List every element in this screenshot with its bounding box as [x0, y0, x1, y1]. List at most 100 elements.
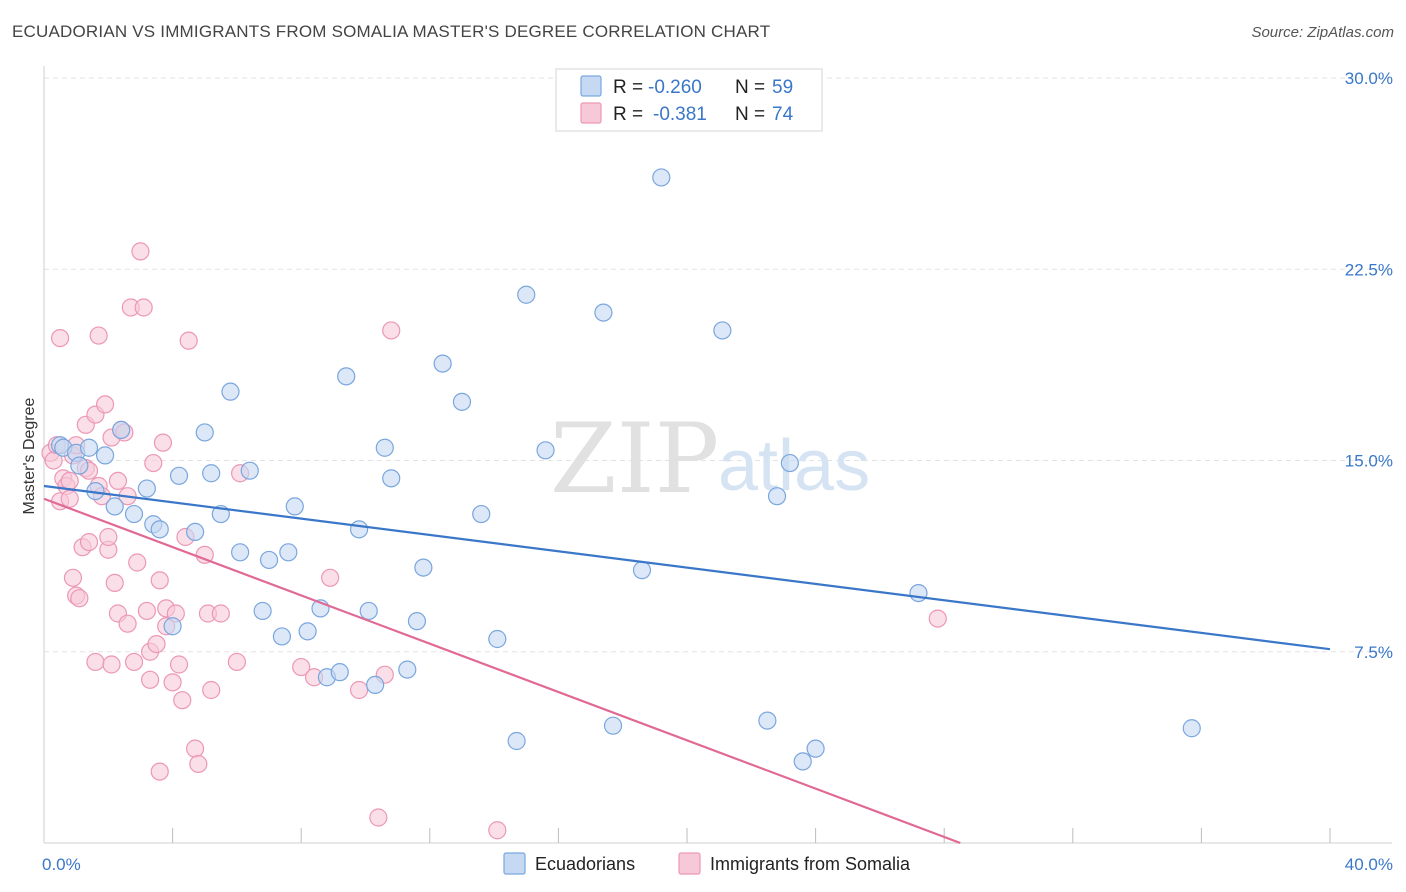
ecuadorian-point — [221, 382, 240, 401]
somalia-trend-line — [43, 497, 961, 845]
somalia-point — [108, 471, 128, 490]
ecuadorian-point — [603, 716, 623, 735]
somalia-point — [89, 326, 108, 345]
legend-r-value-1: -0.260 — [648, 77, 702, 98]
ecuadorian-point — [366, 675, 385, 695]
ecuadorian-point — [758, 711, 777, 730]
somalia-point — [321, 568, 340, 587]
ecuadorian-point — [375, 438, 394, 457]
ecuadorian-point — [780, 453, 799, 473]
somalia-point — [137, 601, 156, 621]
ecuadorian-point — [253, 601, 272, 621]
somalia-point — [128, 553, 147, 572]
bottom-legend: Ecuadorians Immigrants from Somalia — [503, 852, 911, 875]
x-tick-label-max: 40.0% — [1345, 855, 1393, 874]
somalia-point — [189, 754, 208, 774]
legend-r-value-2: -0.381 — [653, 104, 707, 125]
points-layer — [41, 168, 1201, 840]
bottom-legend-swatch-somalia — [678, 852, 701, 875]
y-tick-label: 7.5% — [1354, 643, 1393, 662]
somalia-point — [86, 652, 105, 672]
bottom-legend-swatch-ecuadorians — [503, 852, 526, 875]
somalia-point — [227, 652, 246, 672]
ecuadorian-point — [359, 601, 378, 621]
ecuadorian-point — [169, 466, 189, 485]
ecuadorian-point — [536, 441, 555, 460]
somalia-point — [131, 242, 150, 261]
legend-r-label-1: R = — [613, 77, 643, 98]
somalia-point — [292, 657, 311, 677]
chart-title: ECUADORIAN VS IMMIGRANTS FROM SOMALIA MA… — [12, 22, 771, 41]
somalia-point — [124, 652, 144, 672]
somalia-point — [179, 331, 198, 350]
y-axis-label: Master's Degree — [21, 397, 38, 514]
ecuadorian-point — [1182, 719, 1201, 738]
ecuadorian-point — [285, 497, 304, 516]
watermark-zip: ZIP — [550, 403, 719, 515]
ecuadorian-point — [272, 627, 292, 646]
axis-layer: 7.5% 15.0% 22.5% 30.0% 0.0% 40.0% — [42, 66, 1393, 874]
ecuadorian-point — [414, 558, 433, 577]
x-tick-label-min: 0.0% — [42, 855, 81, 874]
somalia-point — [153, 433, 173, 452]
ecuadorian-point — [186, 522, 205, 542]
ecuadorian-point — [95, 446, 115, 465]
legend-swatch-somalia — [580, 102, 602, 124]
somalia-point — [60, 489, 79, 508]
somalia-point — [163, 673, 182, 692]
ecuadorian-point — [70, 456, 89, 475]
ecuadorian-point — [112, 420, 131, 439]
ecuadorian-point — [382, 469, 401, 488]
ecuadorian-point — [407, 612, 427, 631]
somalia-point — [382, 321, 401, 340]
somalia-point — [349, 680, 369, 700]
ecuadorian-point — [163, 617, 182, 636]
ecuadorian-point — [472, 504, 491, 524]
ecuadorian-point — [150, 520, 169, 539]
somalia-point — [63, 568, 83, 587]
somalia-point — [202, 680, 221, 700]
legend-n-label-1: N = — [735, 77, 765, 98]
ecuadorian-point — [507, 731, 526, 751]
somalia-point — [140, 670, 160, 689]
ecuadorian-point — [517, 285, 536, 304]
ecuadorian-point — [806, 739, 825, 758]
ecuadorian-point — [452, 392, 472, 411]
grid-layer — [44, 77, 1392, 653]
ecuadorian-point — [793, 752, 812, 771]
bottom-legend-label-somalia: Immigrants from Somalia — [710, 854, 911, 874]
ecuadorian-trend-line — [43, 484, 1331, 651]
ecuadorian-point — [433, 354, 452, 373]
somalia-point — [150, 762, 169, 781]
ecuadorian-point — [279, 543, 298, 562]
somalia-point — [60, 471, 79, 490]
ecuadorian-point — [767, 487, 787, 506]
ecuadorian-point — [195, 423, 214, 442]
legend-n-value-1: 59 — [772, 77, 793, 98]
ecuadorian-point — [105, 497, 124, 516]
somalia-point — [150, 571, 169, 590]
somalia-point — [50, 329, 70, 348]
somalia-point — [99, 527, 118, 547]
ecuadorian-point — [330, 663, 349, 682]
legend-r-label-2: R = — [613, 104, 643, 125]
ecuadorian-point — [398, 660, 417, 679]
ecuadorian-point — [240, 461, 259, 480]
somalia-point — [169, 655, 189, 674]
somalia-point — [105, 573, 124, 593]
ecuadorian-point — [79, 438, 99, 457]
ecuadorian-point — [909, 583, 928, 603]
watermark: ZIP atlas — [550, 403, 870, 515]
ecuadorian-point — [488, 629, 507, 649]
ecuadorian-point — [652, 168, 671, 187]
y-tick-label: 15.0% — [1345, 452, 1393, 471]
somalia-point — [144, 453, 163, 473]
ecuadorian-point — [594, 303, 613, 322]
legend-n-label-2: N = — [735, 104, 765, 125]
ecuadorian-point — [349, 520, 369, 539]
somalia-point — [70, 589, 89, 608]
ecuadorian-point — [713, 321, 732, 340]
somalia-point — [118, 614, 137, 633]
somalia-point — [147, 634, 166, 654]
